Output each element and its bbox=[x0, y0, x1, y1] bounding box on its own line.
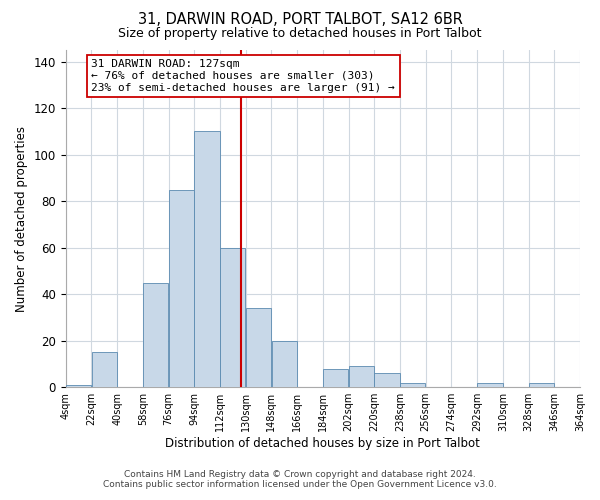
Bar bbox=[246, 308, 271, 387]
Bar bbox=[92, 352, 117, 387]
Bar bbox=[400, 382, 425, 387]
Text: Size of property relative to detached houses in Port Talbot: Size of property relative to detached ho… bbox=[118, 28, 482, 40]
Bar bbox=[272, 340, 297, 387]
Bar bbox=[349, 366, 374, 387]
Bar bbox=[66, 385, 91, 387]
Text: 31 DARWIN ROAD: 127sqm
← 76% of detached houses are smaller (303)
23% of semi-de: 31 DARWIN ROAD: 127sqm ← 76% of detached… bbox=[91, 60, 395, 92]
Bar bbox=[220, 248, 245, 387]
Bar bbox=[323, 368, 349, 387]
Bar bbox=[374, 374, 400, 387]
Bar bbox=[194, 132, 220, 387]
X-axis label: Distribution of detached houses by size in Port Talbot: Distribution of detached houses by size … bbox=[166, 437, 480, 450]
Bar bbox=[478, 382, 503, 387]
Bar bbox=[529, 382, 554, 387]
Bar bbox=[169, 190, 194, 387]
Y-axis label: Number of detached properties: Number of detached properties bbox=[15, 126, 28, 312]
Text: 31, DARWIN ROAD, PORT TALBOT, SA12 6BR: 31, DARWIN ROAD, PORT TALBOT, SA12 6BR bbox=[137, 12, 463, 28]
Bar bbox=[143, 282, 169, 387]
Text: Contains HM Land Registry data © Crown copyright and database right 2024.
Contai: Contains HM Land Registry data © Crown c… bbox=[103, 470, 497, 489]
